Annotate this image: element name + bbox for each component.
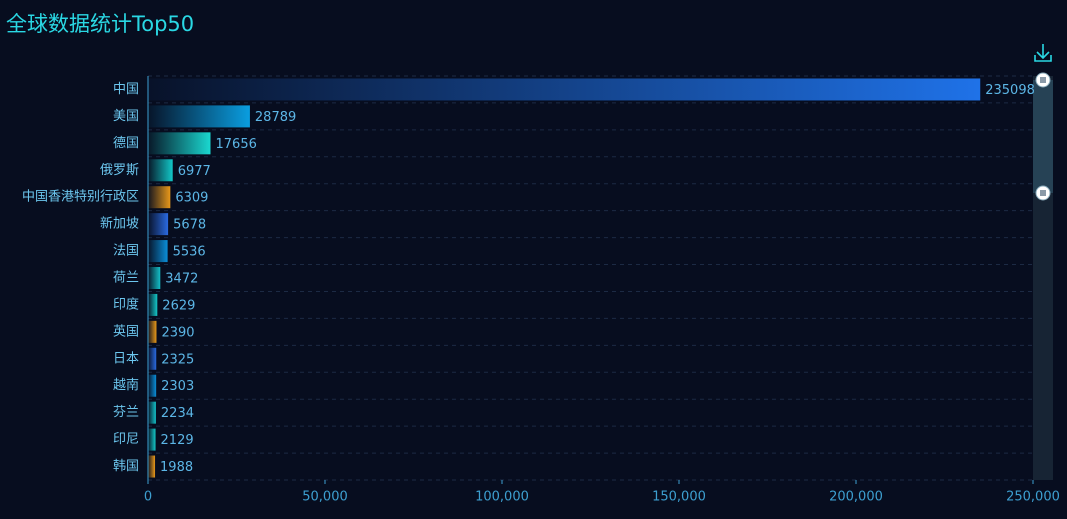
y-tick-label: 新加坡 (100, 216, 139, 232)
y-tick-label: 中国 (113, 82, 139, 97)
value-label: 2303 (161, 379, 194, 394)
bar (148, 186, 171, 209)
value-label: 3472 (165, 272, 198, 287)
value-label: 2629 (162, 298, 195, 313)
bar (148, 240, 168, 263)
x-tick-label: 200,000 (829, 490, 883, 505)
bar (148, 428, 156, 451)
x-tick-label: 0 (144, 490, 152, 505)
y-tick-label: 韩国 (113, 459, 139, 474)
scroll-slider[interactable] (1033, 72, 1053, 480)
value-label: 2234 (161, 406, 194, 421)
y-tick-label: 英国 (113, 324, 139, 339)
bar (148, 78, 981, 101)
y-tick-label: 印度 (113, 296, 139, 312)
value-label: 5678 (173, 218, 206, 233)
value-label: 235098 (985, 83, 1035, 98)
download-icon[interactable] (1034, 44, 1052, 62)
y-tick-label: 芬兰 (113, 405, 139, 420)
value-label: 6977 (178, 164, 211, 179)
value-label: 1988 (160, 460, 193, 475)
x-tick-label: 50,000 (302, 490, 348, 505)
value-label: 2325 (161, 352, 194, 367)
value-label: 6309 (175, 191, 208, 206)
y-tick-label: 荷兰 (113, 271, 139, 286)
bar (148, 320, 157, 343)
y-tick-label: 越南 (113, 377, 139, 393)
bar (148, 159, 173, 182)
y-tick-label: 美国 (113, 109, 139, 124)
y-tick-label: 中国香港特别行政区 (22, 190, 139, 205)
y-tick-label: 俄罗斯 (100, 163, 139, 178)
chart-title: 全球数据统计Top50 (6, 12, 194, 36)
y-tick-label: 印尼 (113, 432, 139, 447)
value-label: 2390 (161, 325, 194, 340)
bar (148, 347, 157, 370)
value-label: 2129 (161, 433, 194, 448)
bar (148, 267, 161, 289)
bar (148, 455, 156, 478)
x-tick-label: 150,000 (652, 490, 706, 505)
value-label: 5536 (173, 245, 206, 260)
bar (148, 213, 169, 236)
bar (148, 293, 158, 316)
value-label: 28789 (255, 110, 296, 125)
bar (148, 374, 157, 397)
bar (148, 132, 211, 155)
bar (148, 401, 156, 424)
x-tick-label: 250,000 (1006, 490, 1060, 505)
y-tick-label: 法国 (113, 244, 139, 259)
bar (148, 105, 250, 128)
y-tick-label: 德国 (113, 136, 139, 151)
y-tick-label: 日本 (113, 351, 139, 366)
value-label: 17656 (216, 137, 257, 152)
x-tick-label: 100,000 (475, 490, 529, 505)
